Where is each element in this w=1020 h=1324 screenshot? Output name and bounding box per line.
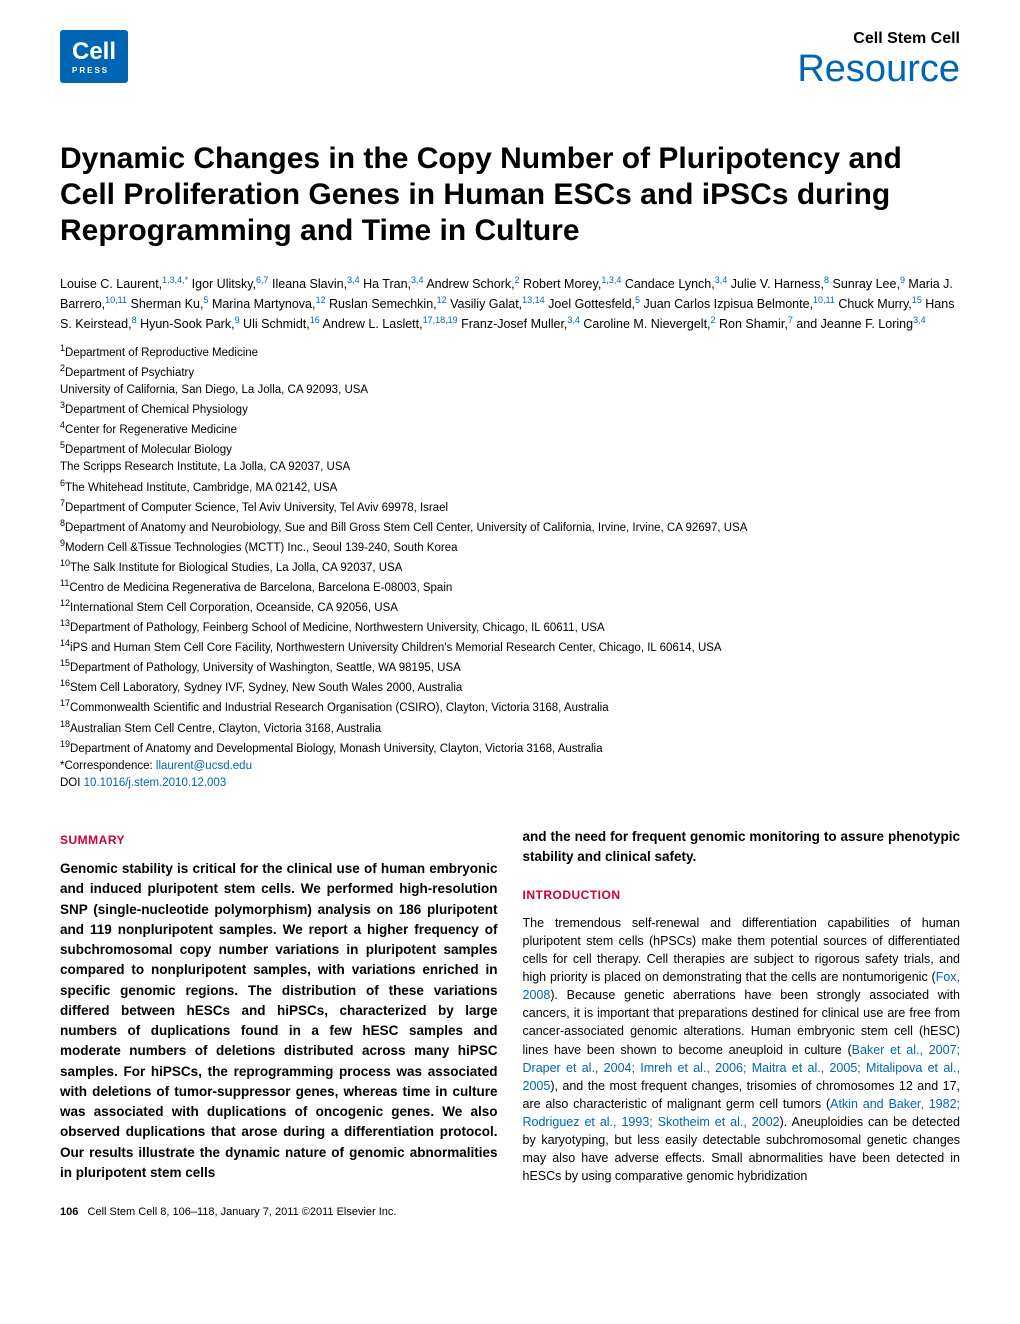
article-title: Dynamic Changes in the Copy Number of Pl…: [60, 141, 960, 249]
authors-list: Louise C. Laurent,1,3,4,* Igor Ulitsky,6…: [60, 274, 960, 334]
two-column-layout: SUMMARY Genomic stability is critical fo…: [60, 827, 960, 1185]
right-column: and the need for frequent genomic monito…: [523, 827, 961, 1185]
footer-citation: Cell Stem Cell 8, 106–118, January 7, 20…: [88, 1206, 397, 1218]
page-number: 106: [60, 1206, 78, 1218]
page-footer: 106 Cell Stem Cell 8, 106–118, January 7…: [60, 1206, 960, 1218]
summary-heading: SUMMARY: [60, 833, 498, 847]
summary-text: Genomic stability is critical for the cl…: [60, 859, 498, 1183]
left-column: SUMMARY Genomic stability is critical fo…: [60, 827, 498, 1185]
introduction-heading: INTRODUCTION: [523, 888, 961, 902]
correspondence-email-link[interactable]: llaurent@ucsd.edu: [156, 760, 252, 772]
journal-name: Cell Stem Cell: [797, 30, 960, 48]
article-type: Resource: [797, 48, 960, 91]
cell-press-logo: Cell PRESS: [60, 30, 128, 83]
doi-link[interactable]: 10.1016/j.stem.2010.12.003: [84, 777, 227, 789]
affiliations-list: 1Department of Reproductive Medicine2Dep…: [60, 342, 960, 792]
header-right: Cell Stem Cell Resource: [797, 30, 960, 91]
summary-continuation: and the need for frequent genomic monito…: [523, 827, 961, 868]
header-bar: Cell PRESS Cell Stem Cell Resource: [60, 30, 960, 91]
logo-sub: PRESS: [72, 66, 116, 75]
introduction-text: The tremendous self-renewal and differen…: [523, 914, 961, 1186]
logo-main: Cell: [72, 38, 116, 66]
